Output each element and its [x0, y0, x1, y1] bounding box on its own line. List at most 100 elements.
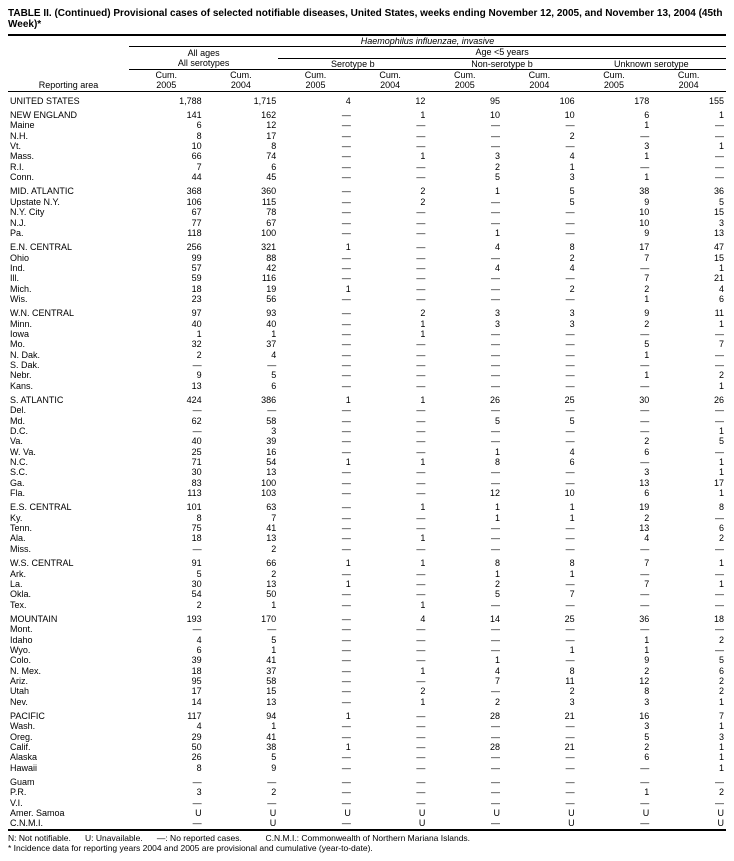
data-cell: 2 — [651, 787, 726, 797]
area-cell: N. Dak. — [8, 350, 129, 360]
data-cell: — — [502, 798, 577, 808]
data-cell: 6 — [651, 294, 726, 304]
data-cell: 37 — [204, 666, 279, 676]
data-cell: 321 — [204, 238, 279, 252]
data-cell: — — [353, 273, 428, 283]
table-row: Hawaii89—————1 — [8, 763, 726, 773]
table-row: Okla.5450——57—— — [8, 589, 726, 599]
data-cell: 1 — [129, 329, 204, 339]
data-cell: 41 — [204, 732, 279, 742]
data-cell: 2 — [427, 697, 502, 707]
data-cell: 118 — [129, 228, 204, 238]
data-cell: 9 — [577, 197, 652, 207]
data-cell: — — [502, 773, 577, 787]
data-cell: — — [502, 467, 577, 477]
area-cell: Amer. Samoa — [8, 808, 129, 818]
col-cum-label: Cum.2004 — [651, 70, 726, 92]
table-row: Nev.1413—12331 — [8, 697, 726, 707]
area-cell: Va. — [8, 436, 129, 446]
table-row: MID. ATLANTIC368360—2153836 — [8, 182, 726, 196]
data-cell: — — [353, 787, 428, 797]
table-row: Mich.18191——224 — [8, 284, 726, 294]
data-cell: 1 — [353, 533, 428, 543]
data-cell: 59 — [129, 273, 204, 283]
data-cell: 1 — [353, 600, 428, 610]
data-cell: — — [353, 467, 428, 477]
data-cell: 1,715 — [204, 91, 279, 106]
data-cell: 17 — [651, 478, 726, 488]
data-cell: 3 — [502, 172, 577, 182]
col-cum-label: Cum.2005 — [427, 70, 502, 92]
data-cell: 8 — [502, 666, 577, 676]
data-cell: — — [353, 624, 428, 634]
data-cell: — — [502, 381, 577, 391]
data-cell: 6 — [204, 381, 279, 391]
table-row: Wis.2356————16 — [8, 294, 726, 304]
data-cell: 21 — [502, 742, 577, 752]
data-cell: 1 — [278, 284, 353, 294]
data-cell: 1 — [278, 238, 353, 252]
data-cell: — — [353, 742, 428, 752]
data-cell: 93 — [204, 304, 279, 318]
data-cell: — — [353, 635, 428, 645]
data-cell: — — [353, 478, 428, 488]
data-cell: 78 — [204, 207, 279, 217]
data-cell: 18 — [129, 284, 204, 294]
data-cell: — — [129, 360, 204, 370]
area-cell: Idaho — [8, 635, 129, 645]
data-cell: 1 — [651, 742, 726, 752]
data-cell: 106 — [502, 91, 577, 106]
area-cell: W.N. CENTRAL — [8, 304, 129, 318]
note-incidence: * Incidence data for reporting years 200… — [8, 843, 373, 853]
data-cell: — — [502, 523, 577, 533]
data-cell: 1 — [353, 498, 428, 512]
data-cell: 4 — [651, 284, 726, 294]
table-row: E.N. CENTRAL2563211—481747 — [8, 238, 726, 252]
data-cell: 77 — [129, 218, 204, 228]
data-cell: — — [651, 544, 726, 554]
data-cell: — — [278, 610, 353, 624]
data-cell: 37 — [204, 339, 279, 349]
data-cell: — — [427, 426, 502, 436]
data-cell: — — [278, 172, 353, 182]
data-cell: 117 — [129, 707, 204, 721]
hdr-all-ages: All ages — [129, 47, 278, 58]
data-cell: 42 — [204, 263, 279, 273]
data-cell: — — [502, 329, 577, 339]
data-cell: 57 — [129, 263, 204, 273]
data-cell: — — [502, 207, 577, 217]
data-cell: 4 — [502, 263, 577, 273]
data-cell: — — [353, 131, 428, 141]
data-cell: — — [278, 686, 353, 696]
data-cell: — — [427, 752, 502, 762]
data-cell: — — [651, 513, 726, 523]
data-cell: 1 — [427, 182, 502, 196]
data-cell: — — [278, 818, 353, 829]
data-cell: U — [204, 818, 279, 829]
data-cell: — — [278, 339, 353, 349]
data-cell: — — [651, 600, 726, 610]
data-cell: 8 — [129, 513, 204, 523]
data-cell: 5 — [577, 339, 652, 349]
table-row: Tenn.7541————136 — [8, 523, 726, 533]
data-cell: — — [427, 478, 502, 488]
data-cell: 19 — [204, 284, 279, 294]
data-cell: — — [427, 544, 502, 554]
data-cell: 1 — [427, 447, 502, 457]
data-cell: 40 — [204, 319, 279, 329]
data-cell: 4 — [502, 151, 577, 161]
area-cell: Tex. — [8, 600, 129, 610]
data-cell: 8 — [651, 498, 726, 512]
data-cell: 1 — [427, 498, 502, 512]
data-cell: — — [278, 752, 353, 762]
data-cell: 3 — [651, 732, 726, 742]
data-cell: — — [577, 131, 652, 141]
data-cell: — — [278, 294, 353, 304]
data-cell: 1 — [577, 645, 652, 655]
data-cell: 1 — [502, 569, 577, 579]
data-cell: 1 — [502, 498, 577, 512]
data-cell: 3 — [204, 426, 279, 436]
area-cell: Utah — [8, 686, 129, 696]
data-cell: — — [278, 600, 353, 610]
table-row: Ark.52——11—— — [8, 569, 726, 579]
